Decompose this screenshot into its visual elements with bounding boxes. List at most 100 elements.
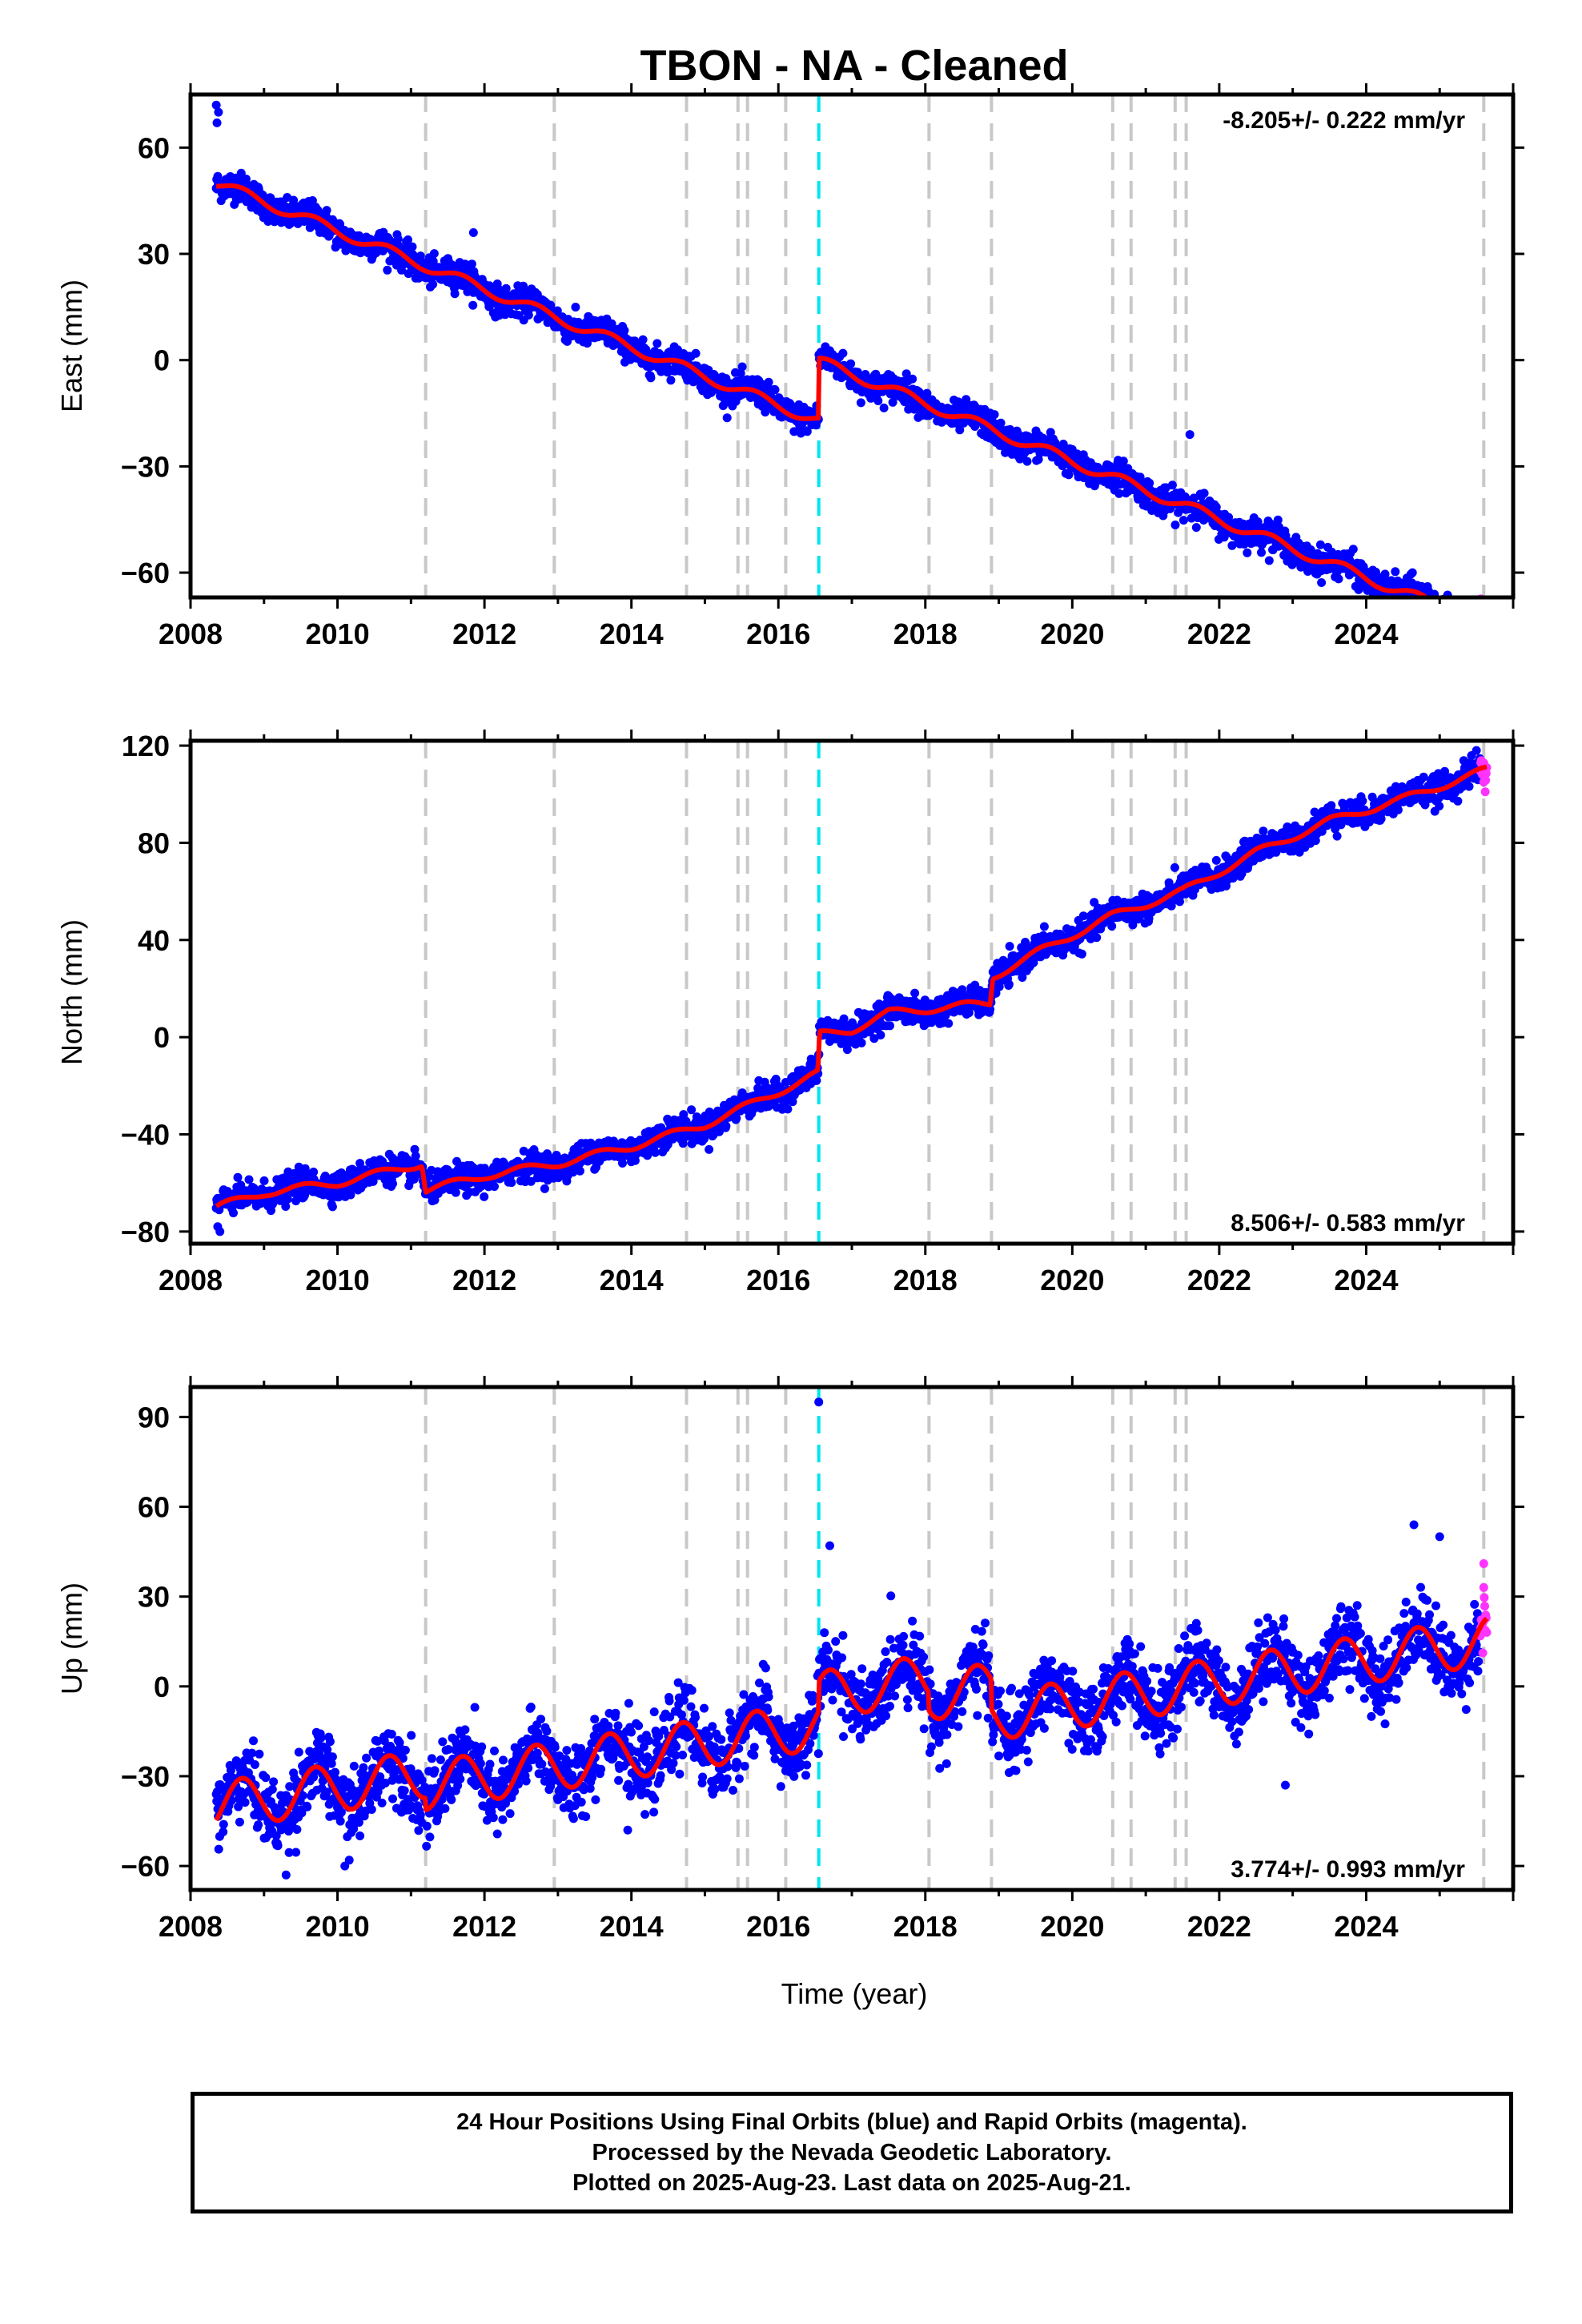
data-point (1440, 600, 1449, 609)
data-point (1469, 609, 1478, 617)
data-point (638, 335, 648, 344)
data-point (1471, 612, 1480, 621)
data-point (1257, 548, 1266, 557)
data-point (404, 235, 412, 244)
data-point (1460, 620, 1468, 629)
data-point (908, 374, 917, 384)
data-point (1452, 623, 1460, 632)
data-point (885, 1021, 894, 1031)
x-tick-label: 2014 (600, 617, 664, 650)
data-point (1451, 605, 1460, 614)
rapid-point (1482, 610, 1491, 619)
x-tick-label: 2022 (1187, 617, 1251, 650)
rapid-point (1477, 624, 1486, 633)
data-point (1457, 621, 1466, 629)
data-point (263, 217, 273, 226)
data-point (876, 1031, 885, 1039)
data-point (233, 1172, 243, 1182)
data-point (1463, 610, 1472, 619)
data-point (1455, 606, 1464, 615)
data-point (944, 1019, 954, 1028)
data-point (1178, 516, 1188, 525)
data-point (408, 242, 417, 251)
velocity-rate-label: -8.205+/- 0.222 mm/yr (1223, 107, 1465, 134)
chart-title: TBON - NA - Cleaned (640, 42, 1068, 90)
data-point (327, 1202, 337, 1212)
data-point (1468, 616, 1477, 625)
data-point (244, 1175, 254, 1184)
x-tick-label: 2020 (1040, 617, 1104, 650)
data-point (1348, 545, 1358, 554)
data-point (1118, 456, 1128, 466)
data-point (236, 168, 246, 178)
data-point (1456, 616, 1465, 625)
data-point (1439, 614, 1448, 623)
rapid-point (1479, 611, 1488, 620)
data-point (1460, 613, 1469, 622)
rapid-point (1480, 613, 1488, 621)
data-point (1441, 612, 1450, 621)
data-point (428, 279, 438, 289)
data-point (1468, 617, 1476, 626)
data-point (620, 326, 629, 335)
data-point (429, 249, 439, 259)
data-point (1427, 601, 1436, 610)
outlier-point (214, 107, 223, 117)
data-point (1448, 615, 1457, 624)
outlier-point (1185, 430, 1195, 440)
data-point (571, 303, 580, 312)
data-point (507, 1178, 516, 1188)
rapid-point (1477, 609, 1486, 617)
data-point (1170, 862, 1179, 872)
data-point (1423, 602, 1431, 611)
data-point (1167, 480, 1177, 490)
data-point (552, 306, 562, 316)
rapid-point (1479, 611, 1488, 620)
data-point (761, 408, 770, 417)
data-point (1436, 605, 1445, 614)
data-point (322, 206, 331, 215)
data-point (346, 1190, 355, 1200)
data-point (1456, 613, 1464, 621)
y-tick-label: 30 (138, 238, 170, 271)
data-point (910, 988, 920, 998)
data-point (838, 348, 848, 358)
y-tick-label: 0 (154, 344, 170, 377)
rapid-point (1478, 616, 1487, 625)
outlier-point (468, 227, 478, 237)
data-point (646, 373, 656, 383)
data-point (1465, 608, 1474, 617)
data-point (1334, 574, 1343, 584)
data-point (1429, 605, 1438, 613)
data-point (691, 348, 701, 358)
data-point (1444, 612, 1453, 621)
data-point (1436, 607, 1445, 616)
data-point (879, 403, 889, 412)
data-point (1442, 610, 1451, 619)
data-point (618, 1159, 627, 1168)
data-point (1451, 632, 1460, 641)
data-point (721, 1121, 731, 1131)
data-point (687, 1105, 697, 1115)
data-point (1474, 608, 1483, 617)
data-point (1435, 614, 1444, 623)
data-point (524, 311, 533, 320)
data-point (1077, 949, 1086, 959)
rapid-orbit-points (1476, 594, 1491, 633)
data-point (1462, 612, 1471, 621)
data-point (990, 410, 999, 420)
data-point (666, 376, 676, 385)
data-point (1317, 578, 1327, 587)
data-point (1443, 613, 1452, 621)
outlier-point (212, 118, 222, 127)
data-point (1475, 616, 1484, 625)
data-point (259, 1176, 269, 1185)
rapid-point (1480, 624, 1488, 633)
data-point (1415, 600, 1424, 609)
data-point (1453, 615, 1462, 624)
data-point (857, 1038, 866, 1047)
data-point (1443, 618, 1452, 627)
y-tick-label: −60 (121, 557, 170, 589)
data-point (1439, 605, 1447, 614)
data-point (1467, 615, 1476, 624)
